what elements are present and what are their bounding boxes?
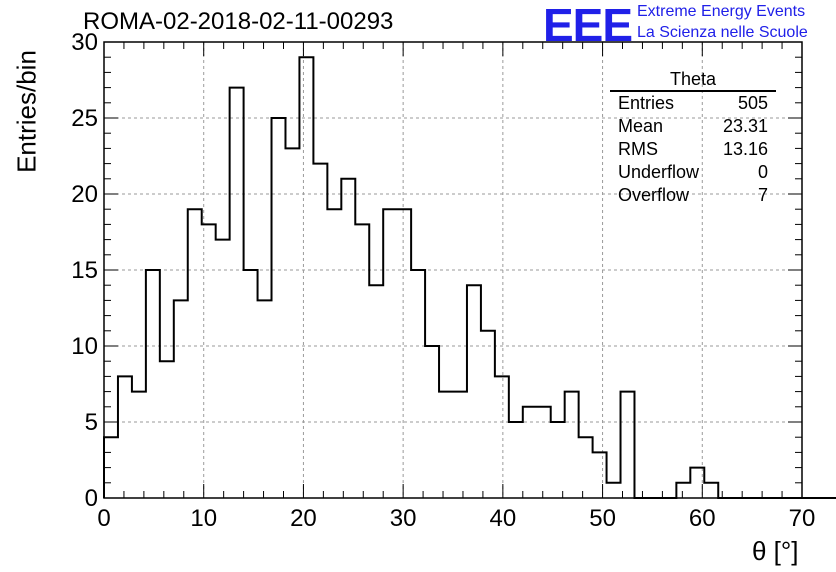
histogram-bar xyxy=(439,392,453,498)
stats-value: 23.31 xyxy=(722,116,768,136)
histogram-bar xyxy=(230,88,244,498)
histogram-bar xyxy=(411,270,425,498)
histogram-bar xyxy=(160,361,174,498)
histogram-bar xyxy=(523,407,537,498)
y-tick-label: 30 xyxy=(71,29,98,56)
histogram-bar xyxy=(383,209,397,498)
x-tick-label: 10 xyxy=(190,505,217,532)
stats-label: Mean xyxy=(618,116,664,136)
stats-value: 505 xyxy=(737,93,768,113)
histogram-bar xyxy=(593,452,607,498)
stats-value: 7 xyxy=(757,185,768,205)
histogram-bar xyxy=(355,224,369,498)
stats-row: Entries 505 xyxy=(610,92,776,115)
stats-box: Theta Entries 505 Mean 23.31 RMS 13.16 Unde… xyxy=(610,68,776,207)
y-tick-label: 5 xyxy=(85,409,98,436)
histogram-bar xyxy=(397,209,411,498)
x-tick-label: 40 xyxy=(490,505,517,532)
stats-label: RMS xyxy=(618,139,658,159)
y-tick-label: 20 xyxy=(71,181,98,208)
y-axis-label: Entries/bin xyxy=(11,50,42,173)
logo-tagline-2: La Scienza nelle Scuole xyxy=(637,24,808,41)
y-tick-label: 10 xyxy=(71,333,98,360)
histogram-bar xyxy=(453,392,467,498)
x-tick-label: 20 xyxy=(290,505,317,532)
histogram-bar xyxy=(369,285,383,498)
histogram-bar xyxy=(509,422,523,498)
histogram-bar xyxy=(313,164,327,498)
x-tick-label: 70 xyxy=(789,505,816,532)
histogram-bar xyxy=(467,285,481,498)
y-tick-label: 15 xyxy=(71,257,98,284)
stats-label: Underflow xyxy=(618,162,700,182)
x-tick-label: 60 xyxy=(689,505,716,532)
stats-label: Entries xyxy=(618,93,675,113)
histogram-bar xyxy=(704,483,718,498)
x-tick-label: 50 xyxy=(589,505,616,532)
x-tick-label: 0 xyxy=(97,505,110,532)
histogram-bar xyxy=(341,179,355,498)
histogram-bar xyxy=(579,437,593,498)
stats-row: Mean 23.31 xyxy=(610,115,776,138)
histogram-bar xyxy=(132,392,146,498)
histogram-bar xyxy=(551,422,565,498)
histogram-bar xyxy=(118,376,132,498)
histogram-bar xyxy=(607,483,621,498)
histogram-bar xyxy=(621,392,635,498)
stats-row: Underflow 0 xyxy=(610,161,776,184)
histogram-bar xyxy=(216,240,230,498)
stats-value: 0 xyxy=(757,162,768,182)
x-axis-label: θ [°] xyxy=(752,536,799,566)
histogram-bar xyxy=(285,148,299,498)
stats-value: 13.16 xyxy=(722,139,768,159)
histogram-bar xyxy=(299,57,313,498)
stats-title: Theta xyxy=(610,68,776,92)
stats-row: RMS 13.16 xyxy=(610,138,776,161)
run-title: ROMA-02-2018-02-11-00293 xyxy=(83,8,394,35)
histogram-bar xyxy=(481,331,495,498)
histogram-bar xyxy=(537,407,551,498)
stats-label: Overflow xyxy=(618,185,690,205)
logo-tagline-1: Extreme Energy Events xyxy=(637,3,806,20)
x-tick-label: 30 xyxy=(390,505,417,532)
histogram-bar xyxy=(244,270,258,498)
eee-logo: EEE xyxy=(543,0,633,51)
histogram-bar xyxy=(174,300,188,498)
histogram-bar xyxy=(327,209,341,498)
histogram-bar xyxy=(495,376,509,498)
histogram-bar xyxy=(272,118,286,498)
histogram-bar xyxy=(258,300,272,498)
histogram-bar xyxy=(565,392,579,498)
y-tick-label: 0 xyxy=(85,485,98,512)
histogram-bar xyxy=(676,483,690,498)
histogram-bar xyxy=(188,209,202,498)
y-tick-label: 25 xyxy=(71,105,98,132)
histogram-bar xyxy=(146,270,160,498)
stats-row: Overflow 7 xyxy=(610,184,776,207)
